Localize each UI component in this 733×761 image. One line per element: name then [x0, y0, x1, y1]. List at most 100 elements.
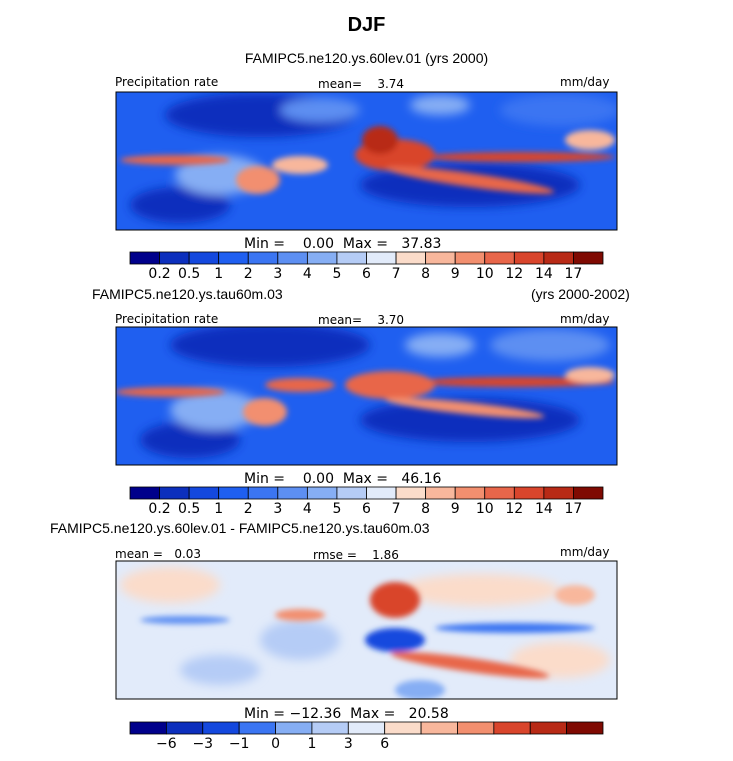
panel2-colorbar-tick-label: 9: [450, 501, 460, 517]
panel2-colorbar-tick-label: 6: [362, 501, 371, 517]
panel2-colorbar-tick-label: 14: [534, 501, 553, 517]
panel3-heading: FAMIPC5.ne120.ys.60lev.01 - FAMIPC5.ne12…: [50, 520, 430, 536]
panel1-colorbar-bin: [188, 251, 220, 265]
panel1-colorbar-tick-label: 5: [332, 266, 342, 282]
panel3-colorbar-tick-label: 1: [307, 736, 317, 752]
panel2-left-label: Precipitation rate: [115, 312, 219, 326]
panel1-colorbar-bin: [573, 251, 604, 265]
panel2-colorbar-tick-label: 4: [302, 501, 312, 517]
panel3-colorbar-bin: [384, 721, 422, 735]
panel1-colorbar-tick-label: 1: [214, 266, 224, 282]
panel1-colorbar-bin: [129, 251, 160, 265]
panel1-left-label: Precipitation rate: [115, 75, 219, 89]
panel2-colorbar-tick-label: 17: [564, 501, 583, 517]
panel2-colorbar-tick-label: 5: [332, 501, 342, 517]
panel3-colorbar-bin: [529, 721, 568, 735]
panel3-colorbar-bin: [202, 721, 240, 735]
panel3-colorbar-bin: [275, 721, 313, 735]
panel1-colorbar-tick-label: 9: [450, 266, 460, 282]
panel2-colorbar-bin: [484, 486, 515, 500]
panel1-frame: [115, 91, 618, 231]
panel3-map: [116, 561, 617, 699]
panel3-colorbar-bin: [493, 721, 531, 735]
panel2-colorbar-bin: [188, 486, 220, 500]
panel2-colorbar-bin: [218, 486, 249, 500]
panel1-colorbar-bin: [306, 251, 338, 265]
panel3-colorbar-bin: [129, 721, 167, 735]
panel1-colorbar-tick-label: 17: [564, 266, 583, 282]
panel2-colorbar-tick-label: 3: [273, 501, 283, 517]
panel3-colorbar-tick-label: −1: [228, 736, 250, 752]
panel1-colorbar-bin: [247, 251, 279, 265]
panel1-colorbar-bin: [159, 251, 190, 265]
panel2-colorbar-bin: [425, 486, 456, 500]
panel3-colorbar-bin: [165, 721, 204, 735]
panel2-colorbar-bin: [277, 486, 308, 500]
panel2-frame: [115, 326, 618, 466]
panel3-colorbar-tick-label: 3: [343, 736, 353, 752]
panel2-colorbar-bin: [247, 486, 279, 500]
panel2-colorbar-tick-label: 0.2: [148, 501, 171, 517]
panel1-colorbar-tick-label: 14: [534, 266, 553, 282]
panel2-colorbar-bin: [543, 486, 574, 500]
panel1-colorbar-bin: [425, 251, 456, 265]
panel2-colorbar-bin: [454, 486, 486, 500]
panel3-frame: [115, 560, 618, 700]
panel3-colorbar-bin: [238, 721, 276, 735]
panel2-colorbar-tick-label: 10: [475, 501, 494, 517]
panel3-colorbar-tick-label: −6: [156, 736, 177, 752]
panel2-heading-right: (yrs 2000-2002): [531, 286, 630, 302]
panel1-colorbar-tick-label: 12: [505, 266, 524, 282]
panel1-map: [116, 92, 617, 230]
panel2-colorbar-tick-label: 7: [391, 501, 401, 517]
panel2-colorbar-bin: [129, 486, 160, 500]
panel1-colorbar-bin: [484, 251, 515, 265]
panel2-colorbar-bin: [366, 486, 397, 500]
panel2-colorbar-bin: [306, 486, 338, 500]
panel1-colorbar-bin: [543, 251, 574, 265]
panel1-colorbar-bin: [395, 251, 427, 265]
panel1-minmax: Min = 0.00 Max = 37.83: [244, 236, 442, 252]
panel3-colorbar-bin: [311, 721, 349, 735]
panel2-colorbar-tick-label: 12: [505, 501, 524, 517]
panel3-minmax: Min = −12.36 Max = 20.58: [244, 706, 449, 722]
panel1-colorbar-tick-label: 6: [362, 266, 371, 282]
panel3-colorbar-bin: [347, 721, 386, 735]
panel2-colorbar-tick-label: 1: [214, 501, 224, 517]
panel1-colorbar-tick-label: 0.2: [148, 266, 171, 282]
panel1-colorbar-bin: [454, 251, 486, 265]
panel2-colorbar-tick-label: 2: [243, 501, 253, 517]
panel3-colorbar-tick-label: 6: [380, 736, 390, 752]
panel1-mean-label: mean= 3.74: [318, 77, 405, 91]
panel1-colorbar-bin: [366, 251, 397, 265]
panel3-colorbar-tick-label: 0: [271, 736, 280, 752]
panel1-colorbar-bin: [336, 251, 367, 265]
panel1-colorbar-bin: [218, 251, 249, 265]
panel1-colorbar-tick-label: 8: [421, 266, 431, 282]
panel3-rmse-label: rmse = 1.86: [313, 548, 399, 562]
panel2-colorbar-tick-label: 0.5: [177, 501, 201, 517]
panel3-colorbar-bin: [566, 721, 604, 735]
panel2-colorbar-bin: [395, 486, 427, 500]
panel3-units-label: mm/day: [560, 545, 610, 559]
panel2-minmax: Min = 0.00 Max = 46.16: [244, 471, 442, 487]
panel1-heading: FAMIPC5.ne120.ys.60lev.01 (yrs 2000): [244, 50, 489, 66]
panel1-colorbar-tick-label: 3: [273, 266, 283, 282]
panel1-colorbar-tick-label: 2: [243, 266, 253, 282]
panel1-colorbar-bin: [513, 251, 545, 265]
panel2-units-label: mm/day: [560, 312, 610, 326]
panel2-mean-label: mean= 3.70: [318, 313, 405, 327]
panel2-colorbar-bin: [336, 486, 367, 500]
panel3-colorbar-bin: [457, 721, 495, 735]
panel3-colorbar-bin: [420, 721, 458, 735]
panel1-colorbar-tick-label: 0.5: [177, 266, 201, 282]
panel1-units-label: mm/day: [560, 75, 610, 89]
panel3-mean-label: mean = 0.03: [115, 547, 202, 561]
panel3-colorbar-tick-label: −3: [192, 736, 214, 752]
panel1-colorbar-tick-label: 7: [391, 266, 401, 282]
panel2-map: [116, 327, 617, 465]
panel2-colorbar-bin: [513, 486, 545, 500]
panel1-colorbar-tick-label: 4: [302, 266, 312, 282]
panel1-colorbar-tick-label: 10: [475, 266, 494, 282]
